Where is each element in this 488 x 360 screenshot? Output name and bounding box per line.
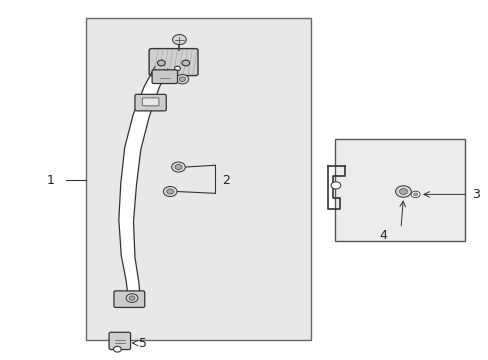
Text: 3: 3 <box>471 188 479 201</box>
Circle shape <box>174 66 180 71</box>
Circle shape <box>113 346 121 352</box>
Circle shape <box>171 162 185 172</box>
Circle shape <box>163 186 177 197</box>
Circle shape <box>126 294 138 302</box>
Circle shape <box>172 35 186 45</box>
Text: 2: 2 <box>222 174 230 186</box>
Text: 1: 1 <box>46 174 54 186</box>
FancyBboxPatch shape <box>114 291 144 307</box>
Circle shape <box>399 189 407 194</box>
Circle shape <box>176 75 188 84</box>
Circle shape <box>157 60 165 66</box>
Circle shape <box>330 182 340 189</box>
FancyBboxPatch shape <box>334 139 464 241</box>
Circle shape <box>129 296 135 300</box>
Circle shape <box>413 193 417 196</box>
Text: 4: 4 <box>378 229 386 242</box>
FancyBboxPatch shape <box>152 70 177 84</box>
Text: 5: 5 <box>139 337 147 350</box>
Circle shape <box>410 191 419 198</box>
Circle shape <box>395 186 410 197</box>
Circle shape <box>175 165 182 170</box>
FancyBboxPatch shape <box>149 49 198 76</box>
Circle shape <box>166 189 173 194</box>
Circle shape <box>179 77 185 82</box>
Polygon shape <box>119 67 167 299</box>
FancyBboxPatch shape <box>109 332 130 350</box>
Circle shape <box>182 60 189 66</box>
FancyBboxPatch shape <box>135 94 166 111</box>
FancyBboxPatch shape <box>142 98 159 106</box>
FancyBboxPatch shape <box>85 18 310 340</box>
